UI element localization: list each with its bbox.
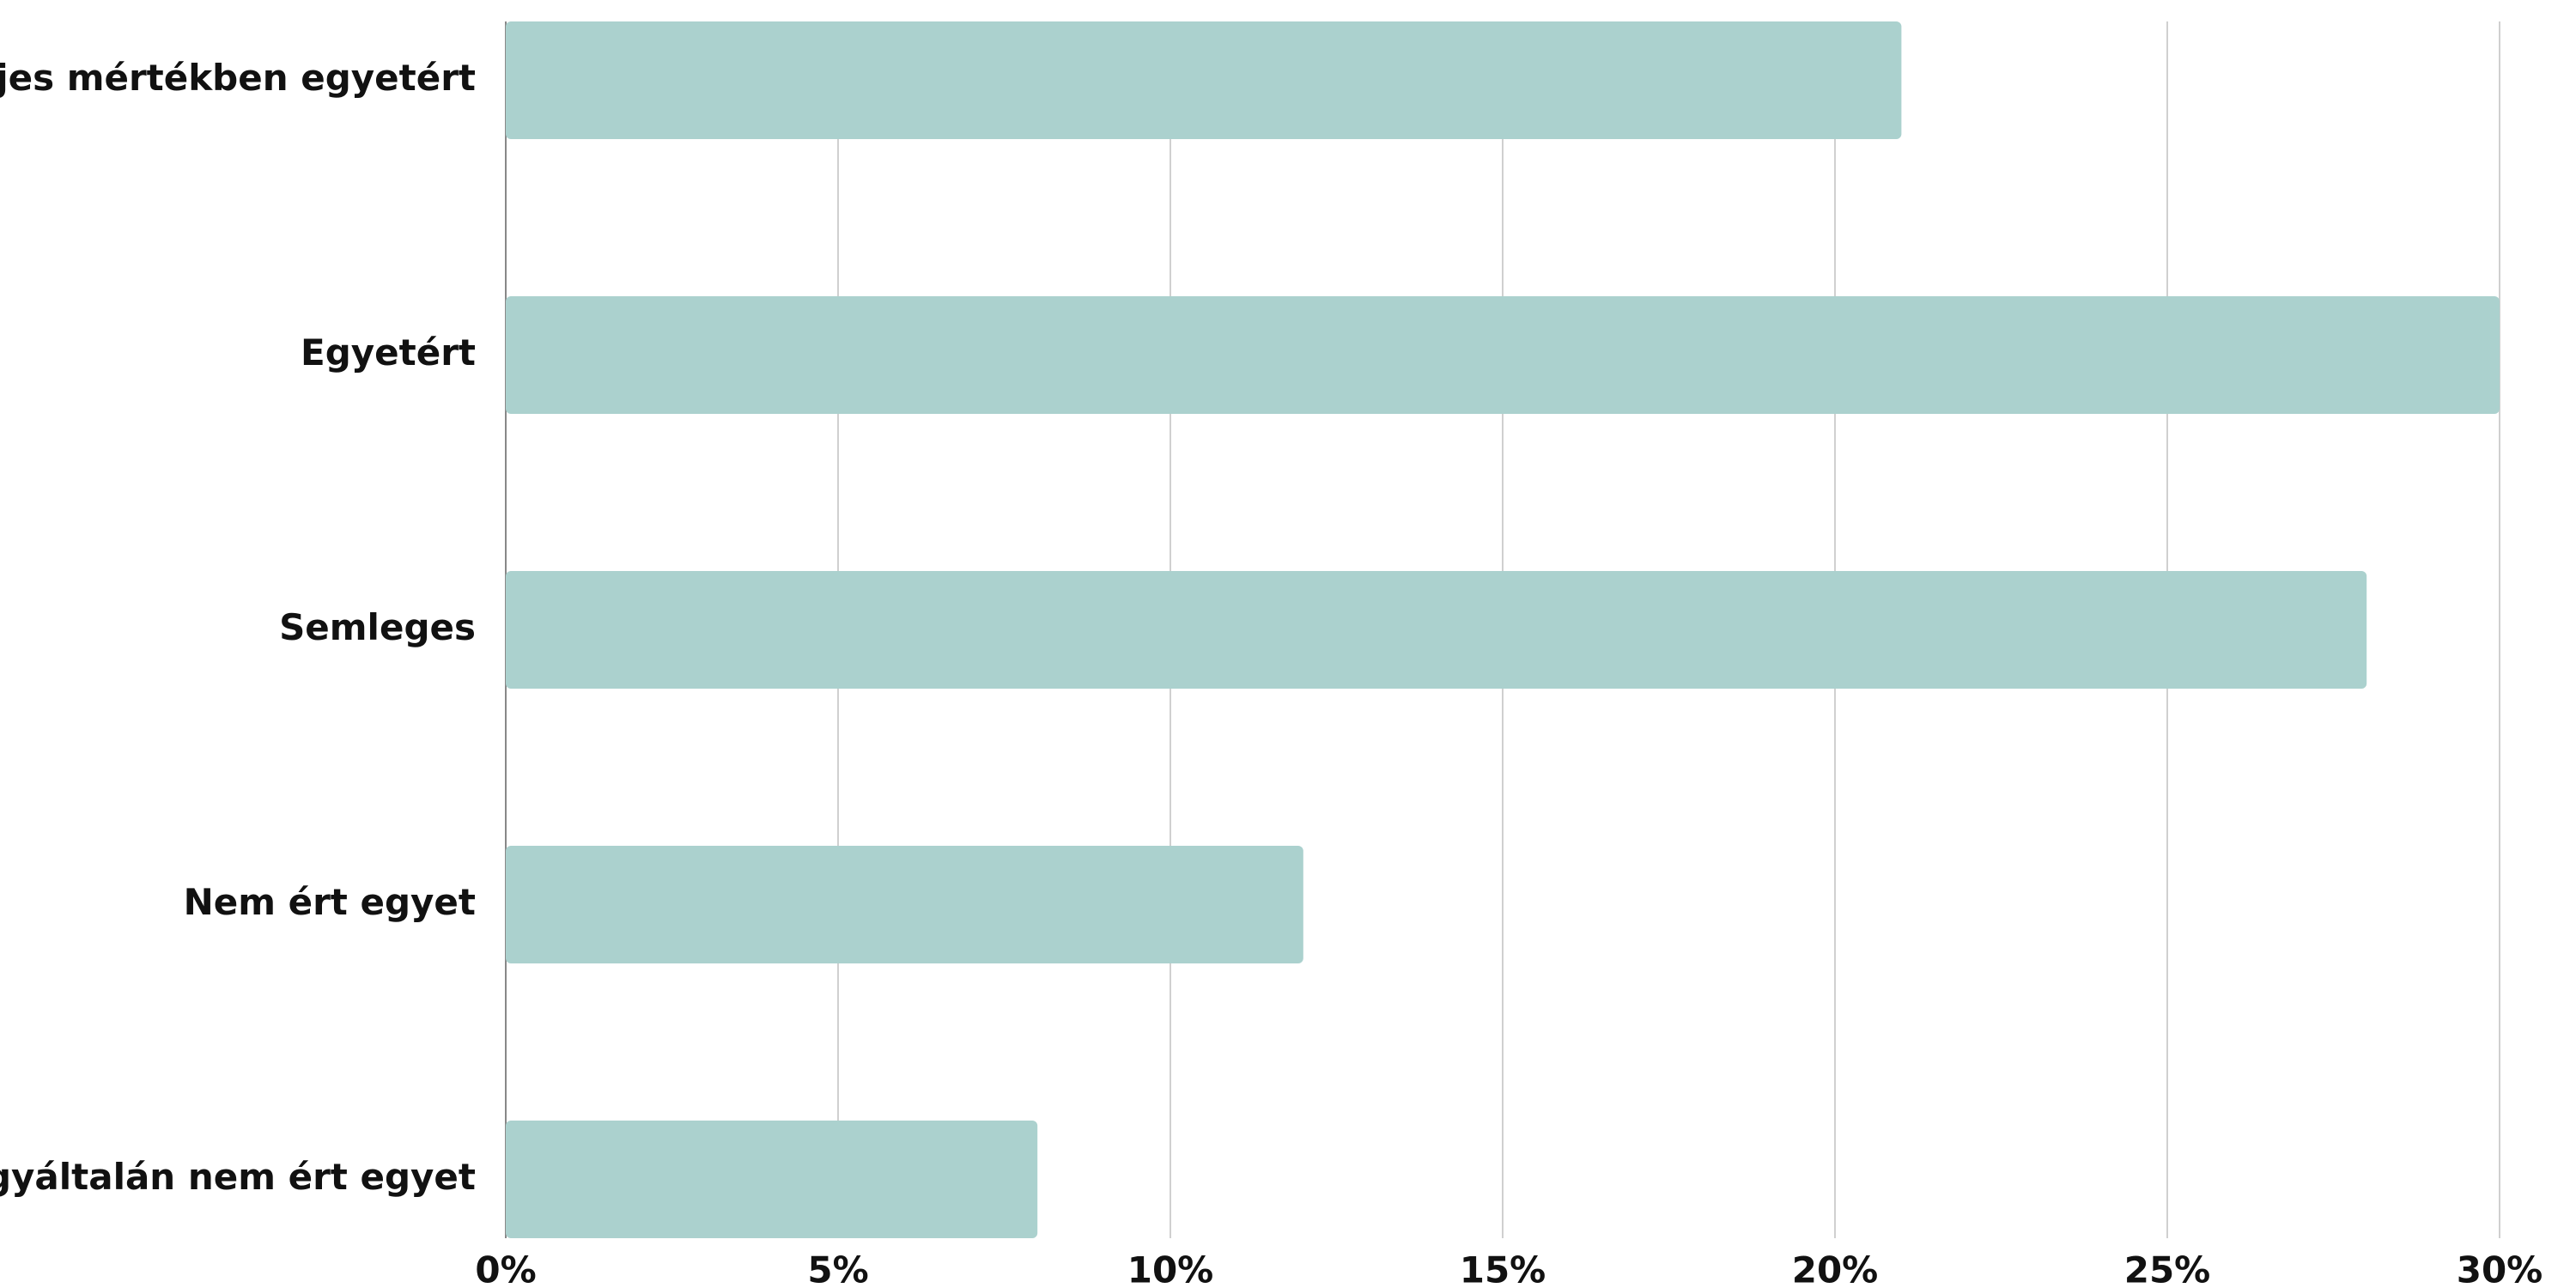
y-tick-label: Egyáltalán nem ért egyet [0, 1156, 476, 1198]
x-tick-label: 0% [475, 1249, 536, 1288]
x-tick-label: 10% [1127, 1249, 1214, 1288]
x-tick-label: 30% [2457, 1249, 2543, 1288]
x-tick-label: 15% [1460, 1249, 1546, 1288]
x-tick-label: 5% [807, 1249, 868, 1288]
bar [506, 1121, 1038, 1238]
bar [506, 296, 2500, 414]
x-tick-label: 20% [1792, 1249, 1879, 1288]
bar [506, 846, 1303, 963]
bar [506, 571, 2367, 689]
x-tick-label: 25% [2124, 1249, 2211, 1288]
y-tick-label: Nem ért egyet [184, 881, 476, 923]
y-tick-label: Teljes mértékben egyetért [0, 57, 476, 99]
y-tick-label: Egyetért [301, 331, 476, 374]
bar [506, 21, 1902, 139]
y-tick-label: Semleges [279, 606, 476, 648]
